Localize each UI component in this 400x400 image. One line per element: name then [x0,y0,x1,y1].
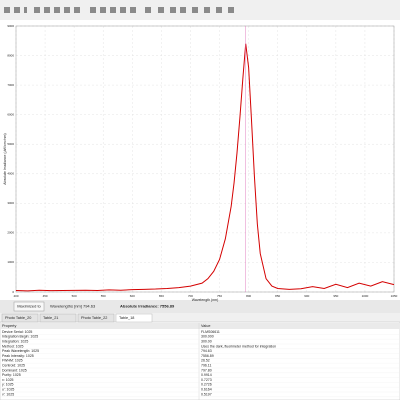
tool-icon[interactable] [120,7,126,13]
tool-icon[interactable] [110,7,116,13]
table-cell: v': 1025 [2,392,14,396]
tool-icon[interactable] [180,7,186,13]
x-tick-label: 500 [72,294,77,298]
table-cell: Centroid: 1025 [2,364,25,368]
table-cell: FLMS06611 [201,330,220,334]
table-cell: 0.5197 [201,392,212,396]
spectrum-line [15,43,395,292]
tool-icon[interactable] [64,7,70,13]
table-cell: Uses the dark, fluorimeter method for in… [201,344,276,348]
tab[interactable] [39,313,77,323]
tab[interactable] [77,313,115,323]
tool-icon[interactable] [145,7,151,13]
y-tick-label: 9000 [7,24,14,28]
y-tick-label: 4000 [7,172,14,176]
column-header: Value [201,324,210,328]
table-cell: 26.52 [201,359,210,363]
y-axis-title: Absolute Irradiance (µW/cm²/nm) [3,133,7,184]
x-tick-label: 1000 [362,294,369,298]
x-tick-label: 600 [130,294,135,298]
tool-icon[interactable] [204,7,210,13]
y-tick-label: 1000 [7,260,14,264]
tool-icon[interactable] [90,7,96,13]
tool-icon[interactable] [74,7,80,13]
table-cell: FWHM: 1025 [2,359,23,363]
table-cell: 300.000 [201,335,214,339]
tool-icon[interactable] [170,7,176,13]
tool-icon[interactable] [44,7,50,13]
x-tick-label: 700 [188,294,193,298]
tool-icon[interactable] [228,7,234,13]
y-tick-label: 2000 [7,231,14,235]
table-cell: Peak Intensity: 1025 [2,354,34,358]
tool-icon[interactable] [100,7,106,13]
tab-label: Table_18 [119,316,134,320]
table-cell: Peak Wavelength: 1025 [2,349,39,353]
tab-label: Table_21 [43,316,58,320]
table-cell: u': 1025 [2,388,14,392]
maximize-button[interactable] [13,301,45,312]
y-tick-label: 0 [12,290,14,294]
table-cell: 300.00 [201,340,212,344]
x-tick-label: 750 [217,294,222,298]
table-cell: Device Serial: 1025 [2,330,32,334]
y-tick-label: 8000 [7,53,14,57]
y-tick-label: 5000 [7,142,14,146]
plot-frame [15,25,395,293]
irradiance-readout: Absolute Irradiance: 7556.89 [120,304,175,309]
x-tick-label: 950 [333,294,338,298]
x-tick-label: 800 [246,294,251,298]
tab-label: Photo Table_22 [81,316,107,320]
y-tick-label: 6000 [7,112,14,116]
tool-icon[interactable] [158,7,164,13]
status-bar [0,300,400,313]
table-cell: x: 1025 [2,378,14,382]
table-cell: Method: 1025 [2,344,23,348]
toolbar-icons [4,7,234,13]
x-tick-label: 450 [43,294,48,298]
x-tick-label: 1050 [391,294,398,298]
toolbar [0,0,400,20]
table-cell: 0.9914 [201,373,212,377]
x-tick-label: 900 [304,294,309,298]
table-cell: y: 1025 [2,383,14,387]
button-label: Maximized to [17,304,41,309]
table-cell: 796.11 [201,364,211,368]
tab[interactable] [115,313,153,323]
x-tick-label: 650 [159,294,164,298]
tool-icon[interactable] [54,7,60,13]
tab-label: Photo Table_20 [5,316,31,320]
properties-table [0,321,400,400]
table-cell: Integration: 1025 [2,340,28,344]
x-tick-label: 550 [101,294,106,298]
table-cell: Dominant: 1025 [2,368,27,372]
table-cell: Purity: 1025 [2,373,21,377]
x-axis-title: Wavelength (nm) [192,298,219,302]
table-cell: 0.7273 [201,378,212,382]
table-cell: 0.6164 [201,388,212,392]
tab[interactable] [1,313,39,323]
tool-icon[interactable] [34,7,40,13]
table-cell: 0.2726 [201,383,212,387]
wavelength-readout: Wavelengths [nm] 794.63 [50,304,96,309]
table-cell: 7556.89 [201,354,214,358]
table-cell: Integration Begin: 1025 [2,335,38,339]
x-tick-label: 850 [275,294,280,298]
table-cell: 797.80 [201,368,212,372]
plot-panel [0,20,400,300]
table-header [0,323,400,329]
column-header: Property [2,324,16,328]
y-tick-label: 3000 [7,201,14,205]
tool-icon[interactable] [216,7,222,13]
tool-icon[interactable] [14,7,20,13]
tool-icon[interactable] [192,7,198,13]
tool-icon[interactable] [24,7,27,13]
table-cell: 794.63 [201,349,212,353]
x-tick-label: 400 [13,294,18,298]
tool-icon[interactable] [130,7,136,13]
tool-icon[interactable] [4,7,10,13]
y-tick-label: 7000 [7,83,14,87]
